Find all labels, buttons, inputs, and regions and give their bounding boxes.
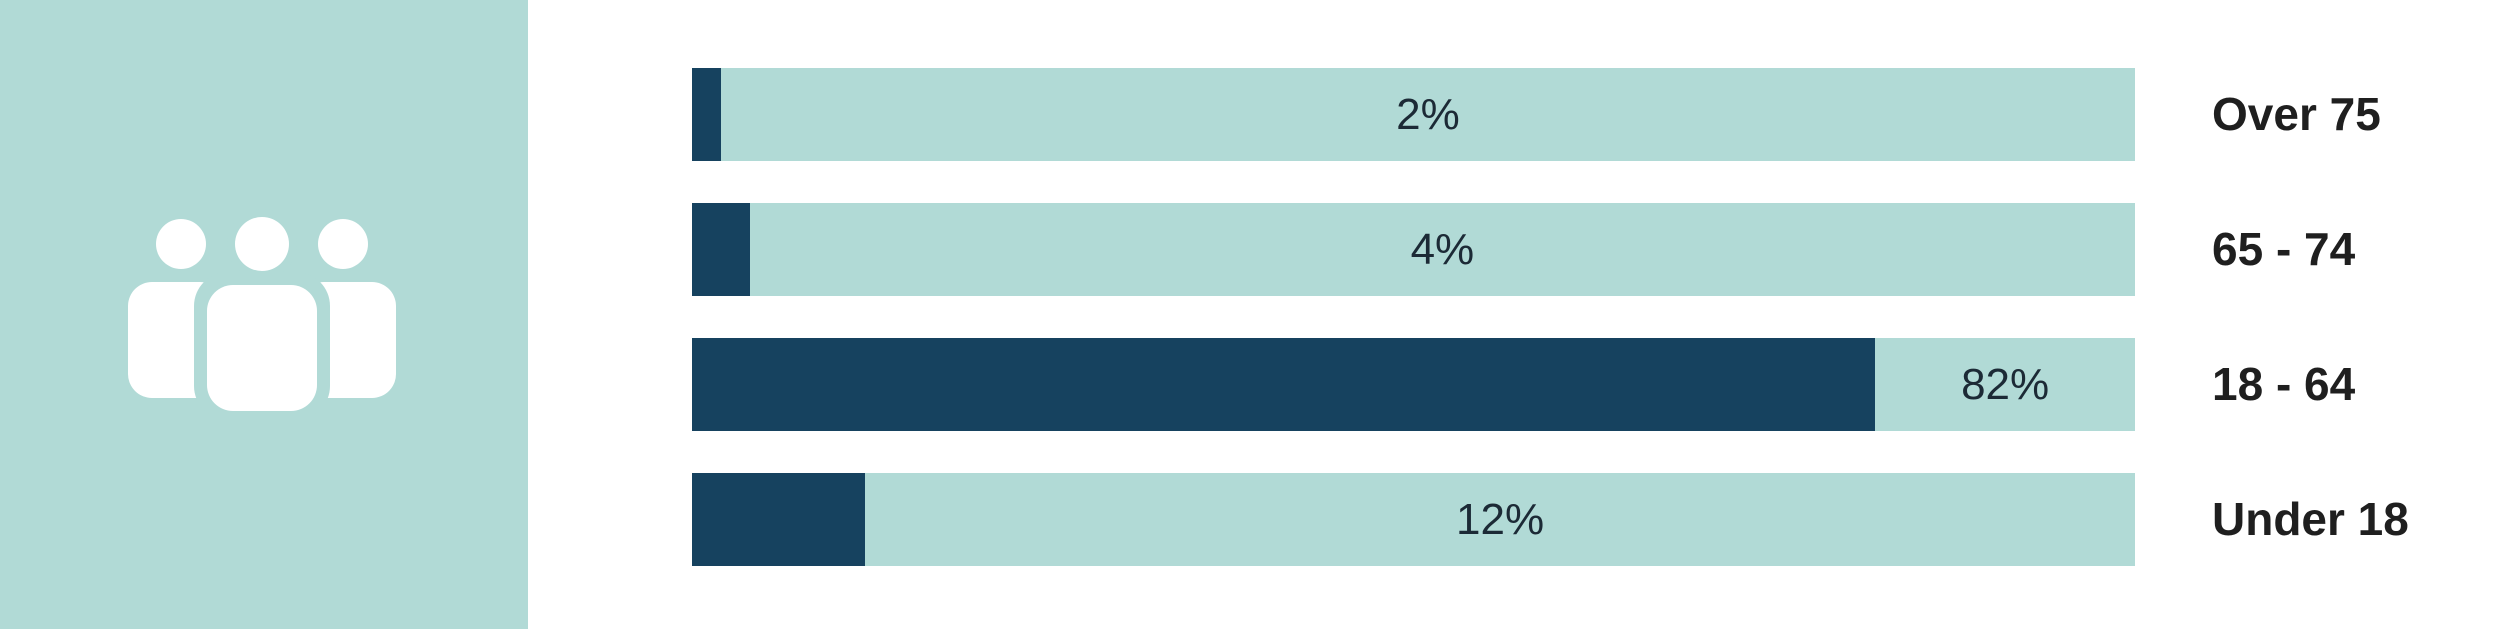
bar-value-label: 4% [1410, 225, 1475, 274]
bar-row: 12% Under 18 [692, 473, 2500, 566]
bar-row: 82% 18 - 64 [692, 338, 2500, 431]
bar-fill [692, 203, 750, 296]
category-label: Over 75 [2212, 88, 2381, 140]
bar-value-label: 82% [1961, 360, 2050, 409]
bar-value-label: 2% [1396, 90, 1460, 139]
age-distribution-chart: 2% Over 75 4% 65 - 74 82% 18 - 64 12% Under 18 [692, 0, 2500, 629]
bar-track: 12% [692, 473, 2135, 566]
bar-row: 4% 65 - 74 [692, 203, 2500, 296]
bar-value-label: 12% [1456, 495, 1545, 544]
bar-track: 2% [692, 68, 2135, 161]
bar-fill [692, 68, 721, 161]
bar-row: 2% Over 75 [692, 68, 2500, 161]
bar-fill [692, 338, 1876, 431]
category-label: 65 - 74 [2212, 223, 2356, 275]
icon-panel [0, 0, 528, 629]
bar-track: 82% [692, 338, 2135, 431]
category-label: 18 - 64 [2212, 358, 2356, 410]
bar-track: 4% [692, 203, 2135, 296]
bar-fill [692, 473, 866, 566]
people-group-icon [0, 0, 528, 629]
people-group-icon-glyph [128, 209, 396, 420]
category-label: Under 18 [2212, 493, 2409, 545]
